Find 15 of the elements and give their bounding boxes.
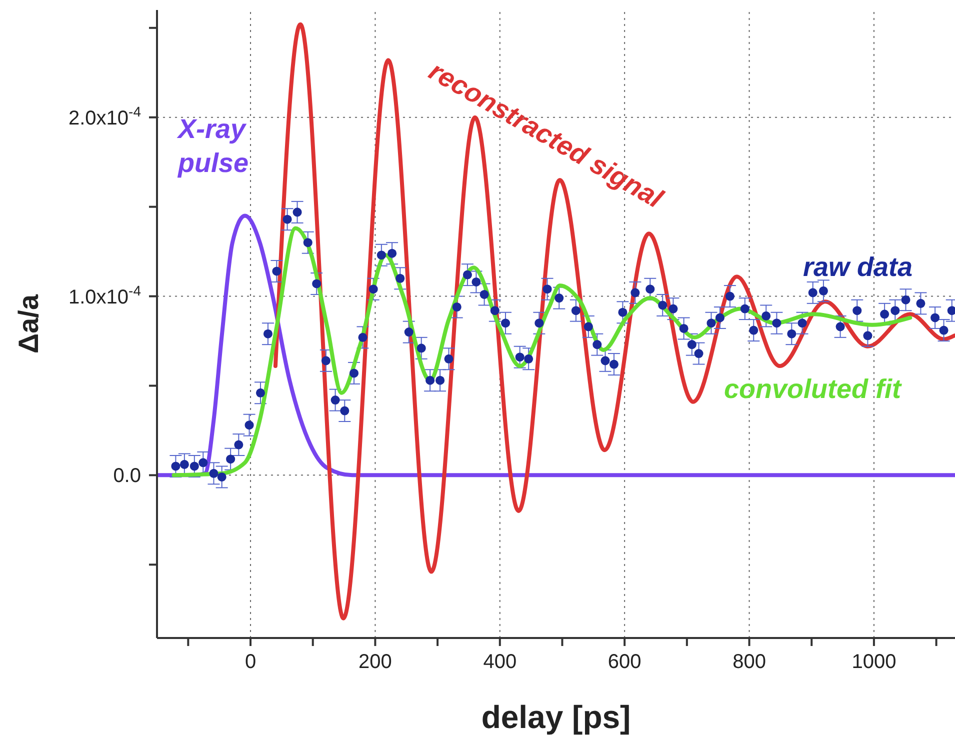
x-tick-label: 800 (732, 651, 766, 674)
x-tick-label: 200 (358, 651, 392, 674)
series-label: convoluted fit (724, 373, 903, 406)
series-label: X-ray pulse (178, 113, 249, 180)
series-label: raw data (803, 251, 914, 284)
x-tick-label: 0 (244, 651, 256, 674)
y-axis-title: Δa/a (12, 294, 44, 354)
x-tick-label: 400 (483, 651, 517, 674)
x-tick-label: 1000 (852, 651, 896, 674)
y-tick-label: 1.0x10$^{-4}$ (68, 282, 142, 308)
line-series (273, 22, 955, 620)
x-axis-title: delay [ps] (481, 699, 631, 735)
y-tick-label: 0.0 (113, 465, 141, 488)
x-tick-label: 600 (608, 651, 642, 674)
y-tick-label: 2.0x10$^{-4}$ (68, 103, 142, 130)
